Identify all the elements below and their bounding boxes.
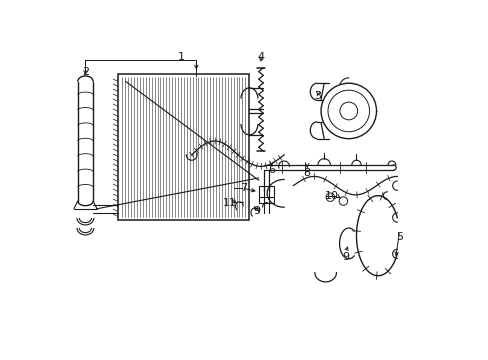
Circle shape xyxy=(321,83,376,139)
Text: 3: 3 xyxy=(314,91,321,100)
Text: 6: 6 xyxy=(268,165,275,175)
Text: 5: 5 xyxy=(395,232,402,242)
Text: 2: 2 xyxy=(81,67,89,77)
Text: 4: 4 xyxy=(257,52,264,62)
Text: 7: 7 xyxy=(239,183,246,193)
Text: 1: 1 xyxy=(178,52,185,62)
Bar xyxy=(258,186,274,197)
Bar xyxy=(118,74,248,220)
Text: 11: 11 xyxy=(223,198,237,208)
Text: 9: 9 xyxy=(252,206,260,216)
Text: 8: 8 xyxy=(303,167,310,177)
Text: 10: 10 xyxy=(324,191,338,201)
Text: 9: 9 xyxy=(342,252,348,262)
